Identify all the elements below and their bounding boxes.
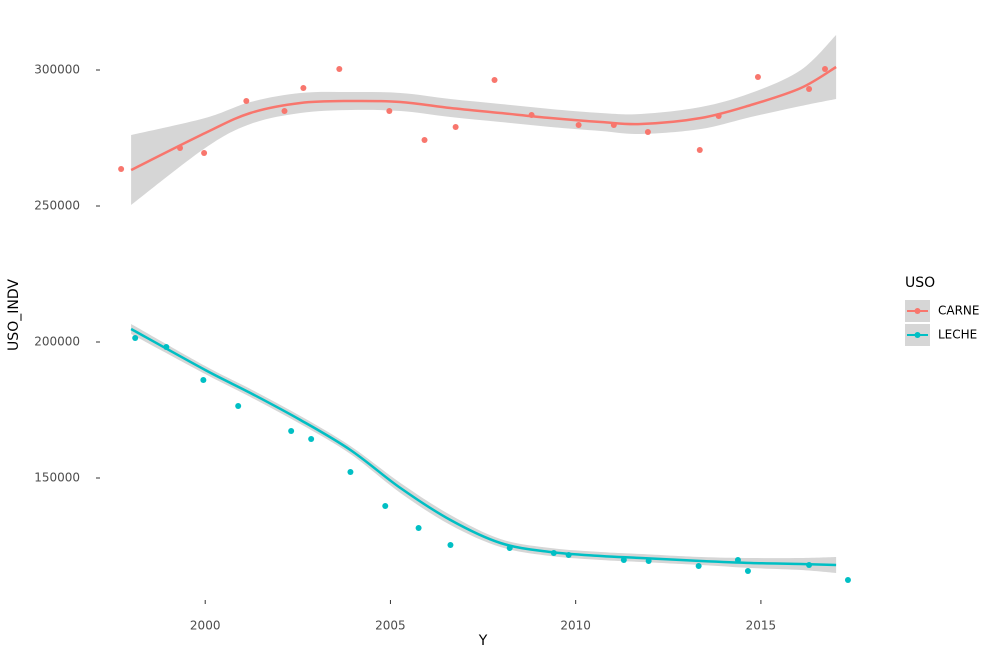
point (243, 98, 250, 105)
point (715, 113, 722, 120)
point (695, 563, 702, 569)
legend-title: USO (905, 275, 935, 291)
point (806, 85, 813, 92)
point (382, 502, 389, 509)
point (118, 166, 125, 173)
point (336, 65, 343, 72)
point (744, 567, 751, 574)
point (696, 147, 703, 154)
y-axis-title: USO_INDV (6, 279, 22, 351)
y-tick-label: 250000 (34, 199, 80, 213)
point (386, 108, 393, 115)
point (644, 128, 651, 135)
x-tick-label: 2000 (190, 619, 221, 633)
point (491, 76, 498, 83)
point (163, 343, 170, 350)
x-tick-label: 2005 (375, 619, 406, 633)
point (288, 428, 295, 435)
legend-point (914, 332, 921, 338)
point (610, 122, 617, 129)
point (506, 544, 513, 551)
point (300, 85, 307, 92)
confidence-band (131, 34, 837, 206)
point (806, 561, 813, 568)
point (177, 144, 184, 151)
point (415, 524, 422, 531)
point (620, 556, 627, 563)
y-tick-label: 300000 (34, 63, 80, 77)
legend-label: CARNE (938, 304, 979, 318)
point (132, 334, 139, 341)
point (201, 150, 208, 157)
point (421, 136, 428, 143)
point (235, 402, 242, 409)
smooth-line (130, 65, 837, 172)
point (452, 124, 459, 131)
point (281, 108, 288, 115)
point (447, 541, 454, 548)
y-tick-label: 200000 (34, 335, 80, 349)
point (645, 558, 652, 565)
point (200, 377, 207, 384)
point (575, 122, 582, 129)
legend-label: LECHE (938, 328, 977, 342)
legend-point (914, 308, 921, 314)
point (565, 552, 572, 559)
point (550, 550, 557, 557)
point (734, 556, 741, 563)
point (308, 436, 315, 443)
x-axis-title: Y (478, 633, 488, 649)
smooth-line (130, 327, 837, 567)
point (844, 576, 851, 583)
x-tick-label: 2010 (560, 619, 591, 633)
x-tick-label: 2015 (746, 619, 777, 633)
y-tick-label: 150000 (34, 470, 80, 484)
point (347, 468, 354, 475)
point (821, 65, 828, 72)
point (528, 111, 535, 118)
point (754, 74, 761, 81)
